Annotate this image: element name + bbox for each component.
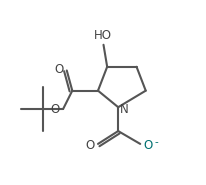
Text: HO: HO <box>93 29 111 42</box>
Text: N: N <box>120 102 128 115</box>
Text: -: - <box>154 137 158 147</box>
Text: O: O <box>143 139 152 152</box>
Text: O: O <box>50 102 59 115</box>
Text: O: O <box>85 139 94 152</box>
Text: O: O <box>54 63 63 76</box>
